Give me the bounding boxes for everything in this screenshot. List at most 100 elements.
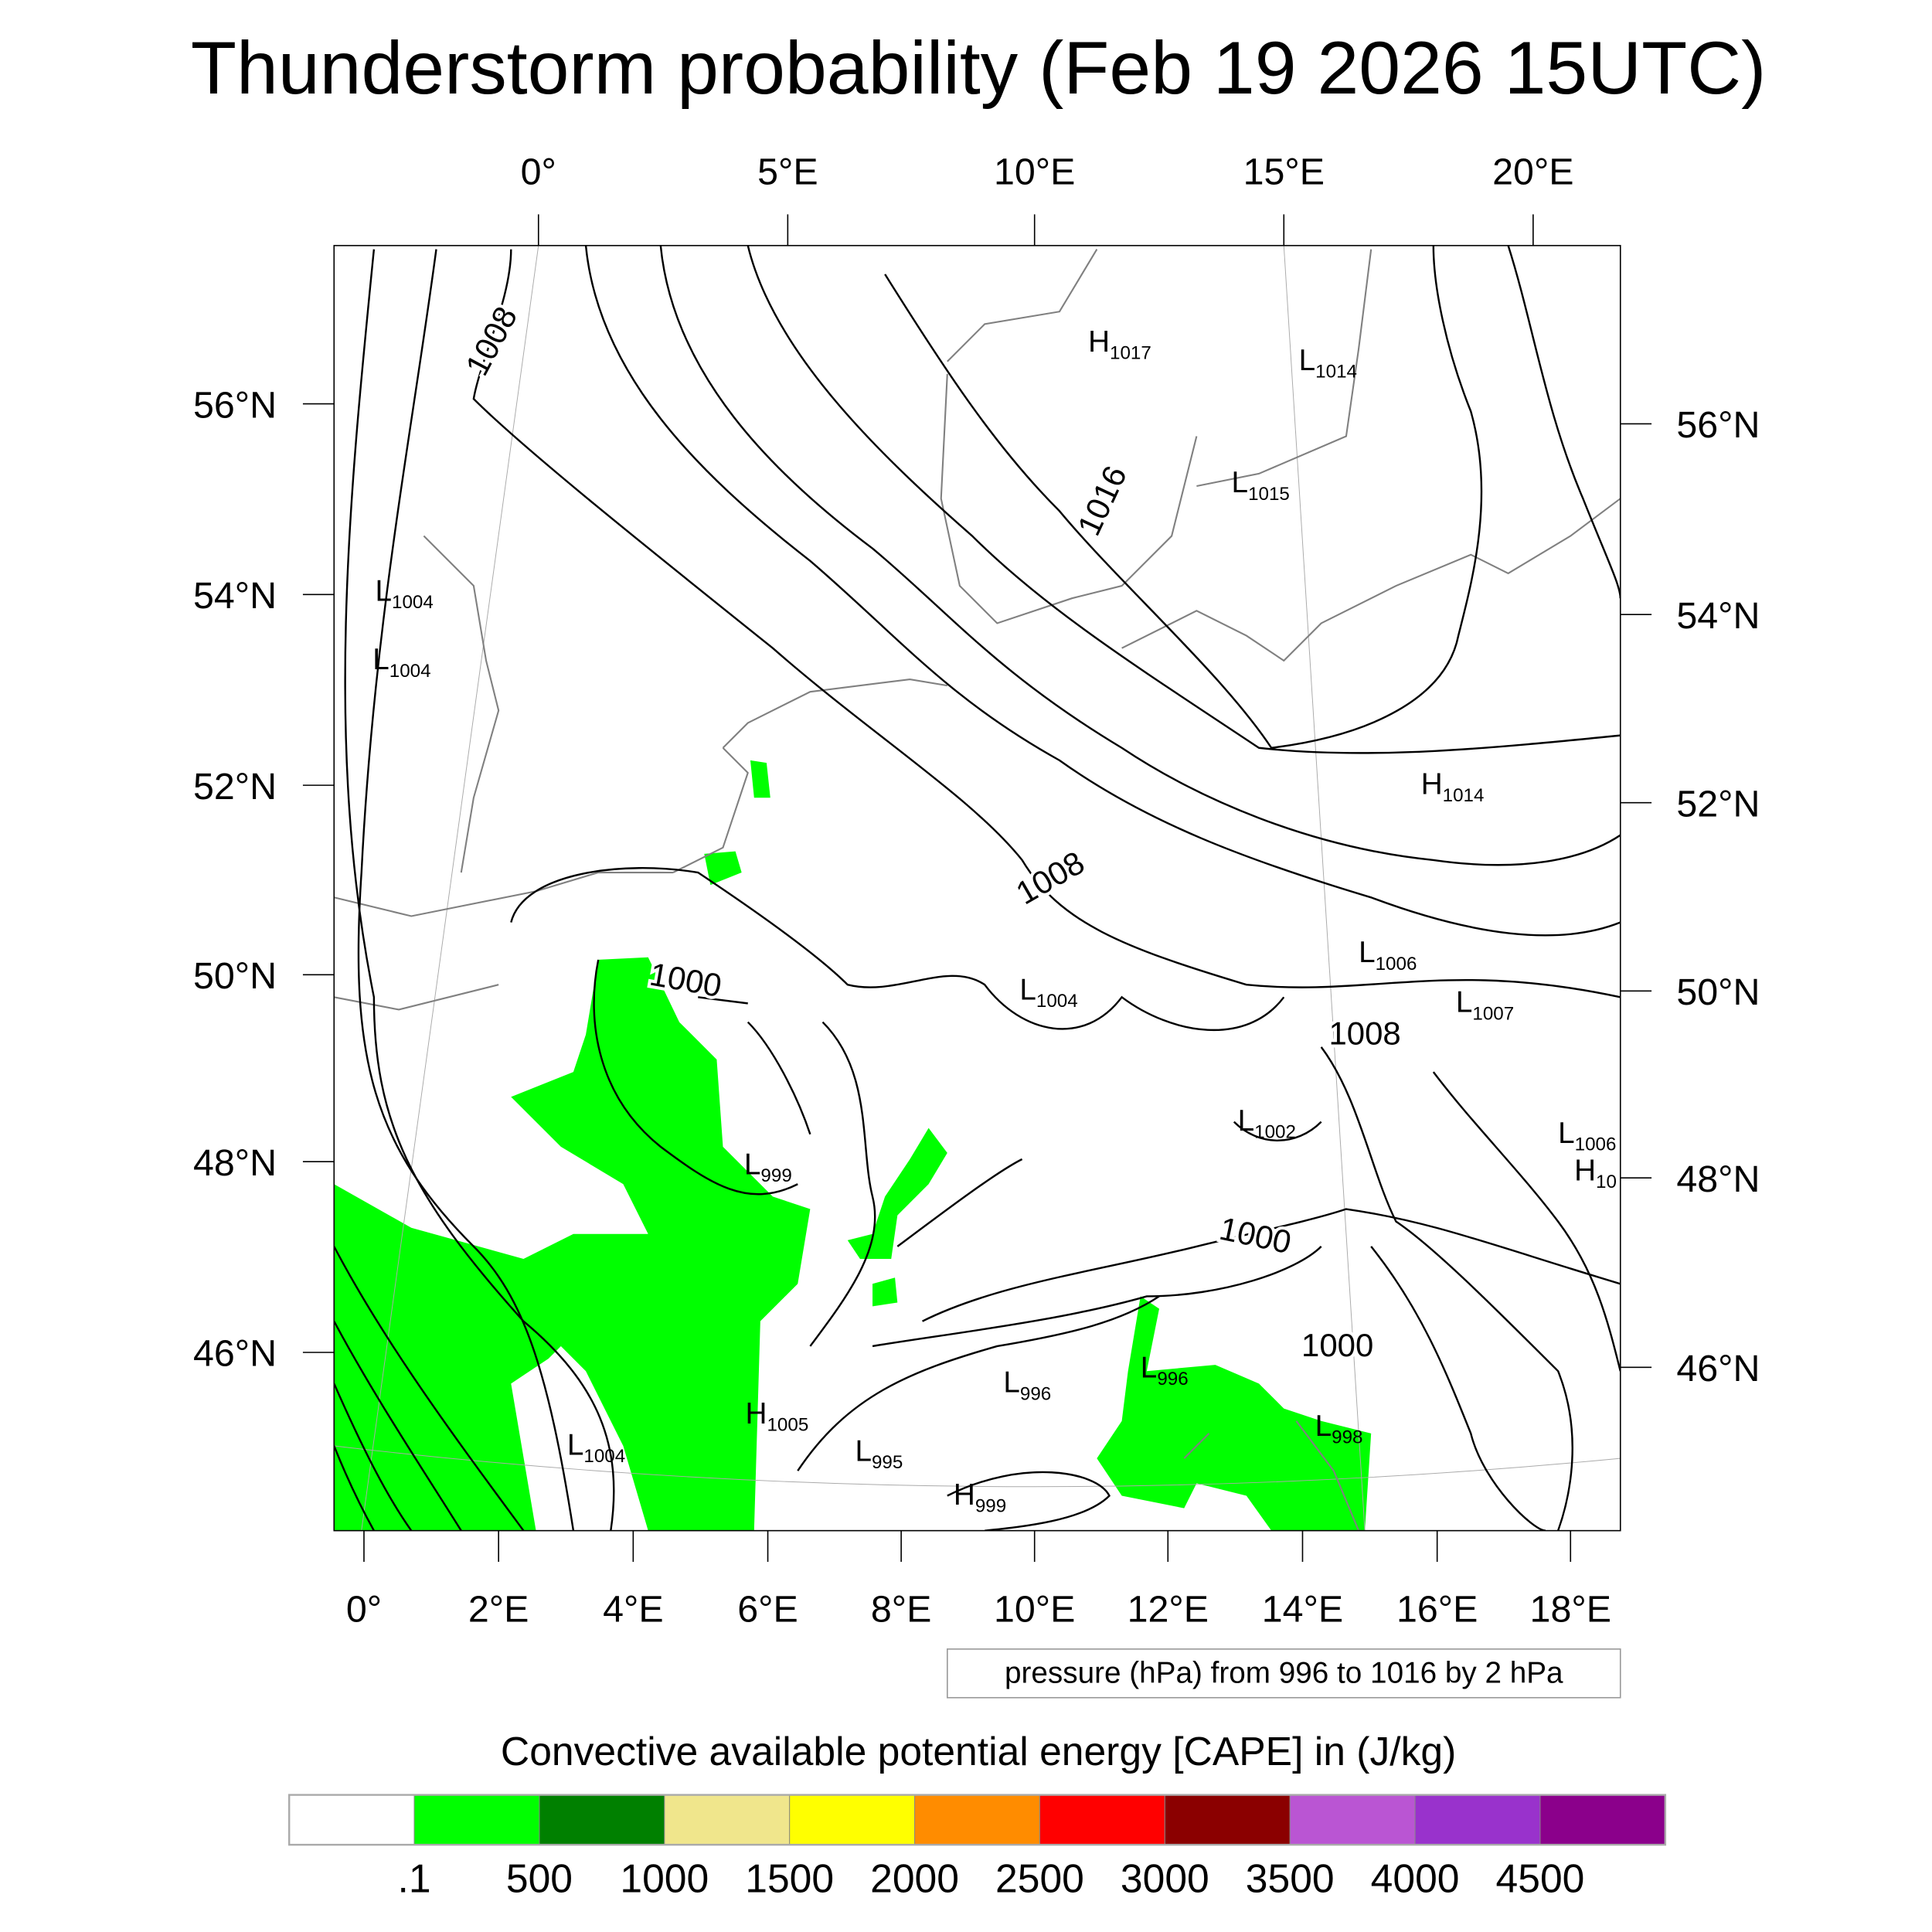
pressure-center-value: 1004 <box>583 1446 625 1467</box>
pressure-center-label: H1005 <box>746 1397 809 1436</box>
colorbar-label: 2500 <box>995 1855 1084 1900</box>
pressure-center-value: 1006 <box>1575 1134 1617 1155</box>
colorbar-swatch <box>1039 1794 1165 1845</box>
lat-label-right: 52°N <box>1676 783 1760 825</box>
pressure-center-type: L <box>567 1428 584 1461</box>
pressure-center-value: 10 <box>1596 1172 1617 1192</box>
colorbar-swatch <box>288 1794 415 1845</box>
pressure-center-type: H <box>1574 1154 1596 1187</box>
lat-label-right: 50°N <box>1676 971 1760 1013</box>
isobars <box>334 245 1621 1531</box>
lon-label-bottom: 16°E <box>1396 1588 1478 1630</box>
pressure-center-label: L996 <box>1003 1366 1051 1405</box>
pressure-center-type: H <box>746 1397 767 1430</box>
lat-label-left: 46°N <box>193 1333 277 1375</box>
pressure-center-type: L <box>1141 1351 1158 1384</box>
cape-area-france <box>511 957 811 1531</box>
lon-label-bottom: 2°E <box>468 1588 529 1630</box>
colorbar-swatch <box>914 1794 1040 1845</box>
pressure-center-value: 1007 <box>1472 1003 1514 1024</box>
pressure-center-value: 999 <box>975 1495 1006 1516</box>
lat-label-left: 50°N <box>193 955 277 997</box>
lat-label-right: 54°N <box>1676 595 1760 637</box>
pressure-center-type: L <box>372 643 389 676</box>
contour-label: 1016 <box>1070 461 1134 541</box>
colorbar-border <box>287 1794 1667 1846</box>
pressure-center-type: H <box>954 1478 975 1512</box>
pressure-center-type: L <box>1456 986 1473 1019</box>
lon-label-bottom: 4°E <box>603 1588 664 1630</box>
pressure-center-type: L <box>1019 974 1036 1007</box>
contour-label: 1008 <box>1010 844 1090 911</box>
cape-area-small-3 <box>750 760 770 798</box>
pressure-center-label: H1017 <box>1088 325 1151 364</box>
cape-area-southwest <box>334 1184 587 1531</box>
coastlines <box>334 249 1621 1531</box>
cape-area-small-1 <box>847 1128 947 1260</box>
colorbar-label: 4000 <box>1371 1855 1460 1900</box>
pressure-center-value: 1006 <box>1376 954 1417 975</box>
axis-labels: 0° 5°E 10°E 15°E 20°E 0° 2°E 4°E 6°E 8°E 10°E 12°E 1… <box>193 151 1760 1631</box>
colorbar-label: 1500 <box>745 1855 834 1900</box>
pressure-center-type: L <box>855 1434 872 1468</box>
pressure-center-label: L1006 <box>1359 936 1417 975</box>
pressure-center-label: L1004 <box>375 574 433 613</box>
colorbar-label: 500 <box>506 1855 573 1900</box>
lat-label-left: 54°N <box>193 575 277 617</box>
pressure-center-label: L1015 <box>1232 466 1290 505</box>
pressure-center-type: L <box>1359 936 1376 969</box>
colorbar-swatch <box>413 1794 540 1845</box>
pressure-center-type: L <box>1558 1117 1575 1150</box>
pressure-center-type: H <box>1421 767 1443 801</box>
lon-label-top: 5°E <box>757 151 818 193</box>
pressure-center-type: H <box>1088 325 1110 359</box>
pressure-center-label: H1014 <box>1421 767 1485 806</box>
pressure-center-type: L <box>1238 1104 1255 1138</box>
lat-label-right: 48°N <box>1676 1158 1760 1200</box>
graticule <box>334 245 1621 1531</box>
pressure-center-label: L996 <box>1141 1351 1189 1389</box>
pressure-center-type: L <box>375 574 392 607</box>
pressure-center-value: 1004 <box>392 592 434 613</box>
pressure-centers: H1017 L1014L1015L1004L1004H1014L1006L1007… <box>372 325 1617 1517</box>
lon-label-bottom: 6°E <box>737 1588 798 1630</box>
contour-label: 1000 <box>1301 1327 1373 1363</box>
pressure-center-label: L1004 <box>567 1428 625 1467</box>
colorbar-label: 4500 <box>1496 1855 1585 1900</box>
colorbar-label: .1 <box>398 1855 431 1900</box>
pressure-center-type: L <box>1232 466 1249 499</box>
cape-area-alps <box>1097 1296 1372 1531</box>
pressure-center-label: L999 <box>744 1148 792 1186</box>
colorbar-title: Convective available potential energy [C… <box>501 1729 1456 1774</box>
pressure-center-value: 1017 <box>1110 343 1151 364</box>
contour-note-box <box>947 1648 1621 1699</box>
pressure-center-value: 995 <box>872 1452 903 1473</box>
colorbar-label: 3500 <box>1246 1855 1335 1900</box>
colorbar-swatch <box>1539 1794 1666 1845</box>
pressure-center-value: 1015 <box>1248 484 1290 505</box>
colorbar-label: 2000 <box>870 1855 959 1900</box>
pressure-center-label: L1006 <box>1558 1117 1616 1155</box>
colorbar-swatch <box>664 1794 791 1845</box>
lon-label-bottom: 8°E <box>871 1588 932 1630</box>
pressure-center-value: 996 <box>1020 1383 1051 1404</box>
lon-label-bottom: 10°E <box>994 1588 1075 1630</box>
pressure-center-type: L <box>1299 344 1316 377</box>
colorbar-swatch <box>1164 1794 1291 1845</box>
pressure-center-label: H999 <box>954 1478 1006 1517</box>
pressure-center-label: H10 <box>1574 1154 1617 1192</box>
pressure-center-value: 996 <box>1157 1369 1188 1389</box>
contour-note: pressure (hPa) from 996 to 1016 by 2 hPa <box>1005 1656 1563 1689</box>
pressure-center-type: L <box>1315 1410 1332 1443</box>
lon-label-top: 10°E <box>994 151 1075 193</box>
colorbar-swatch <box>539 1794 665 1845</box>
lat-label-left: 56°N <box>193 384 277 426</box>
cape-area-small-4 <box>872 1277 898 1307</box>
colorbar-label: 3000 <box>1121 1855 1209 1900</box>
lat-label-right: 56°N <box>1676 404 1760 446</box>
pressure-center-label: L1007 <box>1456 986 1514 1025</box>
lon-label-top: 0° <box>521 151 556 193</box>
pressure-center-value: 1004 <box>389 661 431 682</box>
